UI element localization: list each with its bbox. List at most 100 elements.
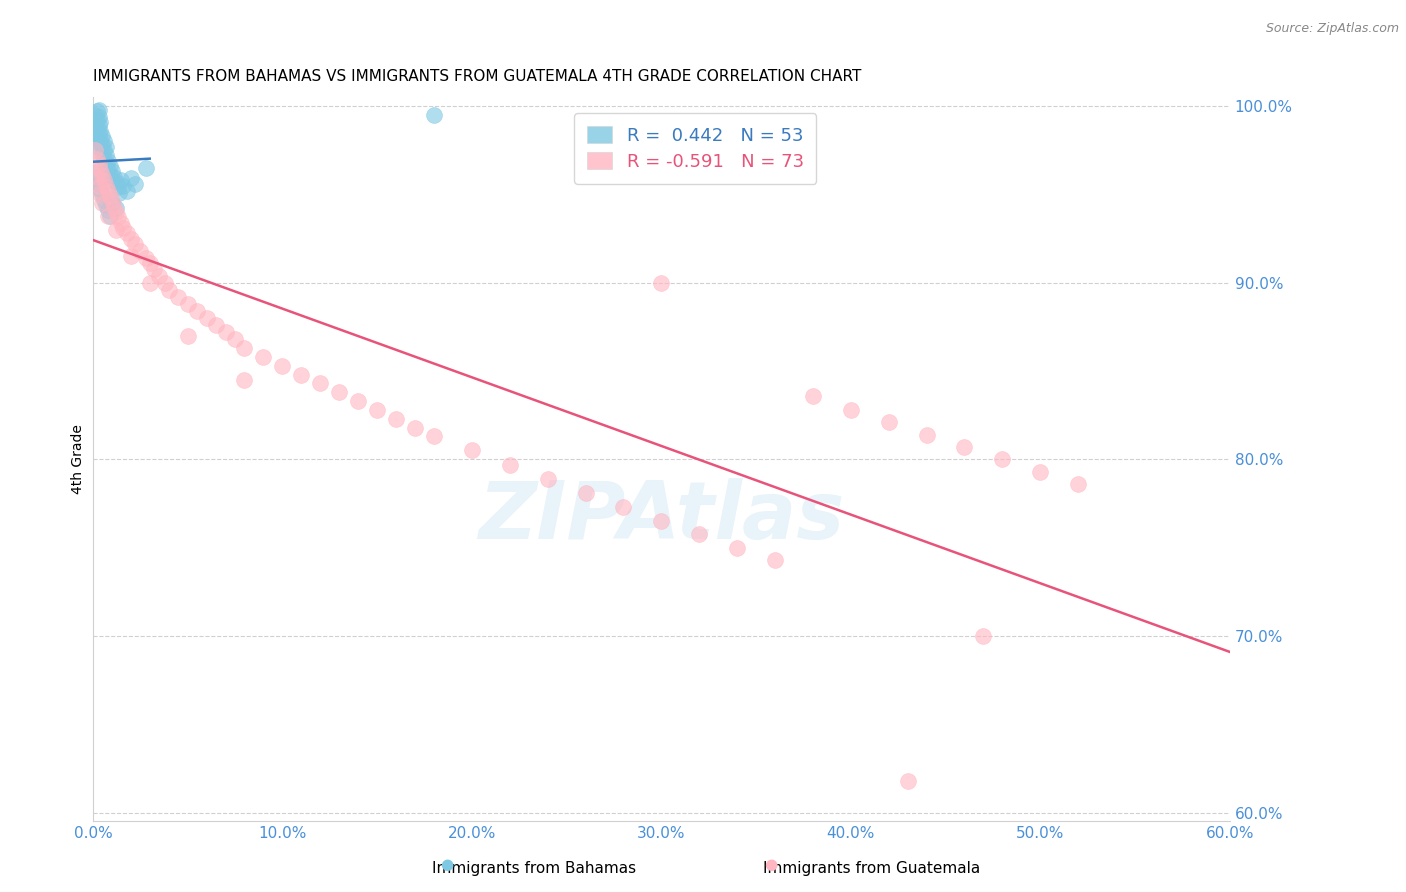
- Point: [839, 402, 862, 417]
- Point: [897, 773, 920, 788]
- Point: [93, 134, 115, 148]
- Point: [91, 129, 114, 144]
- Point: [97, 209, 120, 223]
- Point: [124, 236, 146, 251]
- Point: [86, 131, 108, 145]
- Point: [86, 113, 108, 128]
- Point: [98, 189, 121, 203]
- Point: [83, 166, 105, 180]
- Point: [104, 205, 127, 219]
- Point: [129, 244, 152, 258]
- Point: [104, 222, 127, 236]
- Point: [110, 216, 132, 230]
- Point: [87, 178, 110, 193]
- Point: [536, 472, 558, 486]
- Point: [205, 318, 228, 332]
- Point: [83, 108, 105, 122]
- Point: [93, 173, 115, 187]
- Point: [94, 148, 117, 162]
- Point: [138, 256, 160, 270]
- Point: [103, 200, 125, 214]
- Text: ZIPAtlas: ZIPAtlas: [478, 478, 845, 557]
- Point: [86, 169, 108, 184]
- Point: [91, 168, 114, 182]
- Text: ●: ●: [440, 857, 454, 872]
- Point: [135, 161, 157, 175]
- Point: [97, 162, 120, 177]
- Point: [112, 178, 135, 193]
- Point: [94, 157, 117, 171]
- Point: [97, 203, 120, 218]
- Point: [91, 146, 114, 161]
- Point: [87, 103, 110, 117]
- Point: [98, 209, 121, 223]
- Point: [93, 152, 115, 166]
- Point: [176, 297, 198, 311]
- Point: [124, 177, 146, 191]
- Point: [877, 415, 900, 429]
- Point: [86, 122, 108, 136]
- Point: [650, 276, 672, 290]
- Point: [271, 359, 294, 373]
- Point: [104, 202, 127, 216]
- Point: [98, 159, 121, 173]
- Point: [167, 290, 190, 304]
- Point: [763, 553, 786, 567]
- Point: [120, 171, 142, 186]
- Point: [176, 328, 198, 343]
- Point: [89, 141, 111, 155]
- Point: [86, 171, 108, 186]
- Point: [688, 526, 710, 541]
- Point: [1067, 477, 1090, 491]
- Point: [148, 268, 170, 283]
- Point: [385, 411, 408, 425]
- Point: [153, 276, 176, 290]
- Point: [328, 385, 350, 400]
- Point: [915, 427, 938, 442]
- Point: [801, 389, 824, 403]
- Point: [423, 108, 446, 122]
- Point: [86, 152, 108, 166]
- Point: [404, 420, 426, 434]
- Point: [423, 429, 446, 443]
- Point: [91, 137, 114, 152]
- Point: [142, 261, 165, 276]
- Point: [107, 180, 129, 194]
- Point: [94, 139, 117, 153]
- Text: Source: ZipAtlas.com: Source: ZipAtlas.com: [1265, 22, 1399, 36]
- Point: [91, 196, 114, 211]
- Point: [366, 402, 388, 417]
- Text: IMMIGRANTS FROM BAHAMAS VS IMMIGRANTS FROM GUATEMALA 4TH GRADE CORRELATION CHART: IMMIGRANTS FROM BAHAMAS VS IMMIGRANTS FR…: [93, 69, 862, 84]
- Point: [135, 251, 157, 265]
- Point: [953, 440, 976, 454]
- Point: [103, 169, 125, 184]
- Point: [233, 341, 256, 355]
- Point: [94, 178, 117, 193]
- Point: [108, 186, 131, 200]
- Point: [110, 173, 132, 187]
- Point: [347, 394, 370, 409]
- Point: [87, 128, 110, 142]
- Point: [83, 117, 105, 131]
- Text: Immigrants from Guatemala: Immigrants from Guatemala: [763, 861, 980, 876]
- Point: [186, 304, 208, 318]
- Point: [224, 332, 246, 346]
- Point: [89, 182, 111, 196]
- Point: [93, 193, 115, 207]
- Point: [94, 198, 117, 212]
- Text: ●: ●: [763, 857, 778, 872]
- Point: [87, 136, 110, 150]
- Text: Immigrants from Bahamas: Immigrants from Bahamas: [432, 861, 637, 876]
- Point: [138, 276, 160, 290]
- Point: [97, 153, 120, 168]
- Point: [91, 187, 114, 202]
- Point: [461, 443, 484, 458]
- Point: [83, 143, 105, 157]
- Point: [104, 175, 127, 189]
- Point: [725, 541, 748, 555]
- Point: [120, 231, 142, 245]
- Point: [972, 629, 994, 643]
- Point: [101, 164, 124, 178]
- Point: [83, 126, 105, 140]
- Point: [101, 196, 124, 211]
